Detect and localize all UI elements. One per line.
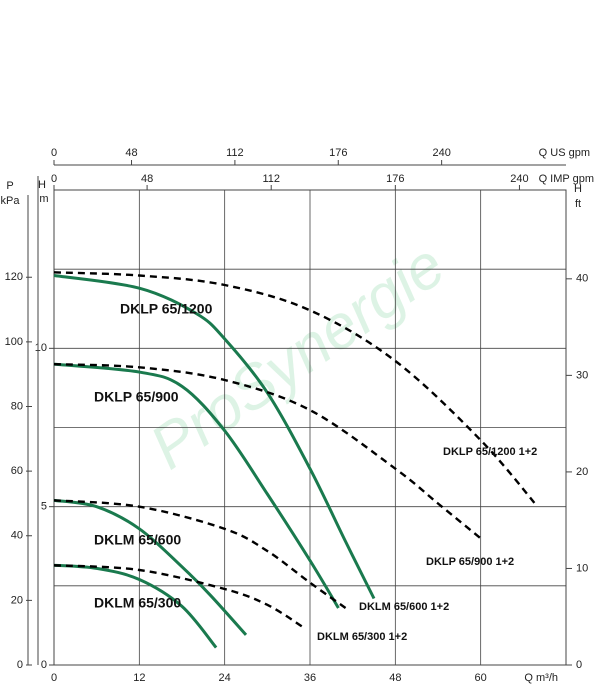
imp-tick-label: 176 bbox=[386, 173, 404, 185]
imp-tick-label: 112 bbox=[262, 173, 280, 185]
pump-curve bbox=[53, 271, 539, 508]
curve-label: DKLP 65/900 bbox=[94, 389, 179, 405]
pump-curve bbox=[53, 564, 304, 629]
ft-tick-label: 0 bbox=[576, 659, 582, 671]
p-tick-label: 80 bbox=[11, 400, 23, 412]
pump-curve bbox=[53, 274, 376, 600]
curve-label: DKLP 65/1200 1+2 bbox=[443, 446, 537, 458]
curve-label: DKLM 65/600 1+2 bbox=[359, 601, 449, 613]
curve-label: DKLP 65/900 1+2 bbox=[426, 556, 514, 568]
ft-tick-label: 40 bbox=[576, 273, 588, 285]
p-tick-label: 20 bbox=[11, 594, 23, 606]
p-tick-label: 100 bbox=[5, 336, 23, 348]
curve-label: DKLM 65/300 1+2 bbox=[317, 631, 407, 643]
us-tick-label: 176 bbox=[329, 147, 347, 159]
curve-label: DKLP 65/1200 bbox=[120, 301, 213, 317]
p-tick-label: 0 bbox=[17, 659, 23, 671]
us-tick-label: 48 bbox=[125, 147, 137, 159]
pump-curve bbox=[53, 362, 482, 540]
pump-curve bbox=[53, 498, 248, 636]
us-tick-label: 0 bbox=[51, 147, 57, 159]
p-label: P bbox=[6, 180, 13, 192]
x-tick-label: 0 bbox=[51, 672, 57, 684]
ft-label: H bbox=[574, 183, 582, 195]
x-tick-label: 24 bbox=[219, 672, 231, 684]
p-tick-label: 120 bbox=[5, 271, 23, 283]
pump-curve bbox=[53, 362, 340, 609]
ft-tick-label: 20 bbox=[576, 466, 588, 478]
y-unit: m bbox=[39, 193, 48, 205]
x-tick-label: 48 bbox=[389, 672, 401, 684]
x-tick-label: 60 bbox=[475, 672, 487, 684]
p-tick-label: 60 bbox=[11, 465, 23, 477]
y-tick-label: 0 bbox=[41, 659, 47, 671]
us-label: Q US gpm bbox=[539, 147, 590, 159]
us-tick-label: 240 bbox=[432, 147, 450, 159]
x-label: Q m³/h bbox=[524, 672, 558, 684]
curve-label: DKLM 65/600 bbox=[94, 532, 181, 548]
imp-tick-label: 48 bbox=[141, 173, 153, 185]
x-tick-label: 12 bbox=[133, 672, 145, 684]
ft-unit: ft bbox=[575, 198, 581, 210]
ft-tick-label: 30 bbox=[576, 369, 588, 381]
ft-tick-label: 10 bbox=[576, 562, 588, 574]
p-tick-label: 40 bbox=[11, 530, 23, 542]
x-tick-label: 36 bbox=[304, 672, 316, 684]
y-tick-label: 5 bbox=[41, 501, 47, 513]
plot-frame bbox=[53, 189, 567, 666]
curve-label: DKLM 65/300 bbox=[94, 595, 181, 611]
us-tick-label: 112 bbox=[226, 147, 244, 159]
imp-tick-label: 0 bbox=[51, 173, 57, 185]
imp-label: Q IMP gpm bbox=[539, 173, 594, 185]
imp-tick-label: 240 bbox=[510, 173, 528, 185]
pump-curve bbox=[53, 499, 347, 609]
y-tick-label: 10 bbox=[35, 342, 47, 354]
y-label: H bbox=[38, 179, 46, 191]
p-unit: kPa bbox=[1, 195, 21, 207]
